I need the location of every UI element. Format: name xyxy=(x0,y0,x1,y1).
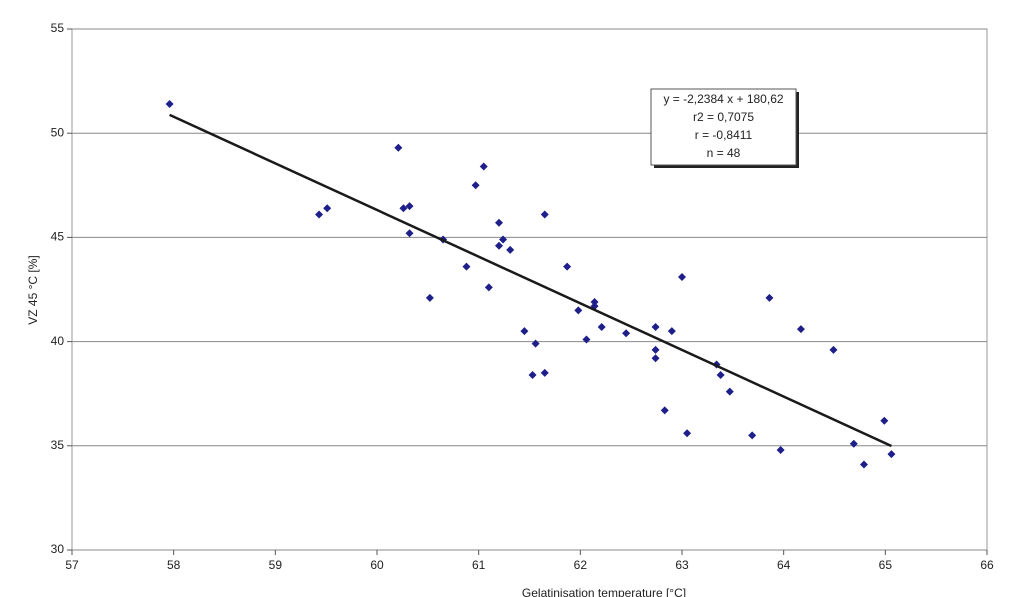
x-tick-label: 65 xyxy=(879,558,893,572)
point xyxy=(462,262,471,271)
point xyxy=(574,306,583,315)
x-tick-label: 58 xyxy=(167,558,181,572)
point xyxy=(495,241,503,250)
point xyxy=(531,339,540,348)
annotation-line: y = -2,2384 x + 180,62 xyxy=(663,92,783,106)
y-axis-label: VZ 45 °C [%] xyxy=(26,255,40,325)
point xyxy=(849,439,858,448)
point xyxy=(528,370,537,379)
point xyxy=(683,429,692,438)
x-tick-label: 62 xyxy=(574,558,588,572)
y-tick-label: 50 xyxy=(51,125,65,139)
point xyxy=(394,143,403,152)
x-tick-label: 64 xyxy=(777,558,791,572)
y-tick-label: 30 xyxy=(51,542,65,556)
point xyxy=(651,345,660,354)
point xyxy=(495,218,503,227)
point xyxy=(859,460,868,469)
point xyxy=(725,387,734,396)
point xyxy=(765,293,774,302)
point xyxy=(540,368,549,377)
point xyxy=(716,370,725,379)
point xyxy=(484,283,493,292)
point xyxy=(323,204,332,213)
annotation-line: r = -0,8411 xyxy=(695,128,753,142)
point xyxy=(499,235,508,244)
x-tick-label: 60 xyxy=(370,558,384,572)
x-axis-label: Gelatinisation temperature [°C] xyxy=(522,586,686,597)
point xyxy=(776,445,785,454)
point xyxy=(540,210,549,219)
point xyxy=(880,416,889,425)
point xyxy=(506,245,515,254)
point xyxy=(471,181,480,190)
point xyxy=(563,262,572,271)
annotation-box xyxy=(650,88,797,166)
plot-area xyxy=(71,28,988,551)
point xyxy=(660,406,669,415)
x-tick-label: 63 xyxy=(675,558,689,572)
point xyxy=(425,293,434,302)
point xyxy=(582,335,591,344)
point xyxy=(622,329,631,338)
point xyxy=(479,162,488,171)
point xyxy=(405,202,414,211)
point xyxy=(315,210,324,219)
x-tick-label: 66 xyxy=(980,558,994,572)
point xyxy=(399,204,408,213)
y-tick-label: 45 xyxy=(51,230,65,244)
point xyxy=(887,450,896,459)
annotation-line: n = 48 xyxy=(707,146,741,160)
y-tick-label: 40 xyxy=(51,334,65,348)
x-tick-label: 59 xyxy=(269,558,283,572)
point xyxy=(165,100,174,109)
trendline xyxy=(169,113,892,448)
x-tick-label: 61 xyxy=(472,558,486,572)
point xyxy=(678,272,686,281)
point xyxy=(590,298,599,307)
point xyxy=(520,327,529,336)
point xyxy=(651,354,660,363)
annotation-line: r2 = 0,7075 xyxy=(693,110,754,124)
y-tick-label: 35 xyxy=(51,438,65,452)
point xyxy=(651,323,660,332)
x-tick-label: 57 xyxy=(65,558,79,572)
point xyxy=(597,323,606,332)
point xyxy=(829,345,838,354)
point xyxy=(405,229,414,238)
point xyxy=(667,327,676,336)
y-tick-label: 55 xyxy=(51,21,65,35)
point xyxy=(748,431,757,440)
point xyxy=(796,325,805,334)
